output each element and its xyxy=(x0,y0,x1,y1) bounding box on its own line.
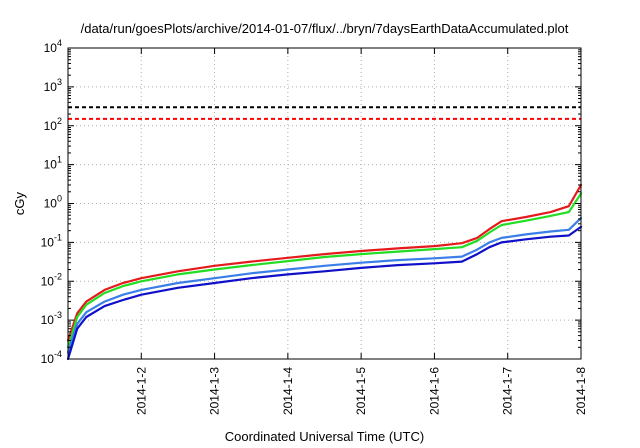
ticks xyxy=(68,47,582,360)
series-line-1 xyxy=(66,183,583,342)
y-tick-label: 10-2 xyxy=(41,271,62,288)
y-tick-label: 100 xyxy=(44,194,62,211)
y-tick-labels: 10-4 10-3 10-2 10-1 100 101 102 103 104 xyxy=(41,38,62,366)
series-group xyxy=(66,183,583,361)
x-tick-label: 2014-1-5 xyxy=(354,367,368,415)
reference-lines xyxy=(68,106,581,120)
y-tick-label: 10-3 xyxy=(41,310,62,327)
y-axis-title: cGy xyxy=(12,191,27,215)
y-tick-label: 104 xyxy=(44,38,62,55)
y-tick-label: 102 xyxy=(44,116,62,133)
chart-title: /data/run/goesPlots/archive/2014-01-07/f… xyxy=(81,21,569,36)
x-tick-label: 2014-1-6 xyxy=(427,367,441,415)
series-line-3 xyxy=(66,217,583,354)
x-axis-title: Coordinated Universal Time (UTC) xyxy=(225,429,424,444)
x-tick-labels: 2014-1-2 2014-1-3 2014-1-4 2014-1-5 2014-1-6… xyxy=(134,367,588,415)
y-tick-label: 101 xyxy=(44,155,62,172)
series-line-2 xyxy=(66,192,583,349)
x-tick-label: 2014-1-7 xyxy=(501,367,515,415)
x-tick-label: 2014-1-8 xyxy=(574,367,588,415)
x-tick-label: 2014-1-4 xyxy=(281,367,295,415)
x-tick-label: 2014-1-2 xyxy=(134,367,148,415)
series-line-4 xyxy=(66,225,583,361)
y-tick-label: 10-1 xyxy=(41,232,62,249)
y-tick-label: 10-4 xyxy=(41,349,62,366)
x-tick-label: 2014-1-3 xyxy=(208,367,222,415)
y-tick-label: 103 xyxy=(44,77,62,94)
grid xyxy=(68,48,581,359)
